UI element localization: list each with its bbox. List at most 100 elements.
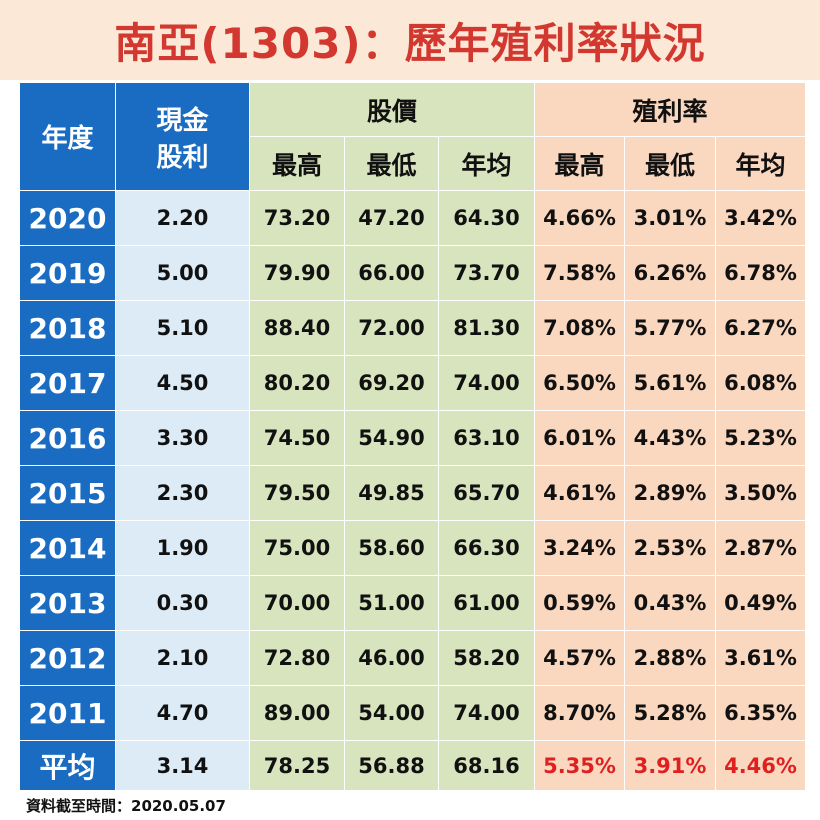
cell-yield-high: 6.50% bbox=[534, 355, 626, 411]
cell-yield-avg: 6.08% bbox=[715, 355, 807, 411]
cell-cash-dividend: 0.30 bbox=[115, 575, 250, 631]
cell-price-avg: 74.00 bbox=[437, 355, 536, 411]
header-year: 年度 bbox=[19, 82, 116, 191]
table-row: 2016 3.30 74.50 54.90 63.10 6.01% 4.43% 5.23% bbox=[19, 410, 807, 466]
cell-year: 2018 bbox=[19, 300, 116, 356]
average-cash-dividend: 3.14 bbox=[115, 740, 250, 791]
cell-cash-dividend: 1.90 bbox=[115, 520, 250, 576]
cell-yield-avg: 3.61% bbox=[715, 630, 807, 686]
cell-price-high: 74.50 bbox=[249, 410, 345, 466]
cell-year: 2019 bbox=[19, 245, 116, 301]
cell-price-low: 51.00 bbox=[344, 575, 439, 631]
cell-yield-low: 4.43% bbox=[624, 410, 717, 466]
cell-yield-low: 2.88% bbox=[624, 630, 717, 686]
cell-year: 2016 bbox=[19, 410, 116, 466]
header-row-1: 年度 現金 股利 股價 殖利率 bbox=[19, 82, 807, 191]
header-price-high: 最高 bbox=[249, 136, 345, 191]
cell-year: 2011 bbox=[19, 685, 116, 741]
cell-price-high: 75.00 bbox=[249, 520, 345, 576]
header-yield-group: 殖利率 bbox=[534, 82, 807, 137]
cell-cash-dividend: 5.10 bbox=[115, 300, 250, 356]
table-row: 2014 1.90 75.00 58.60 66.30 3.24% 2.53% 2.87% bbox=[19, 520, 807, 576]
cell-yield-high: 7.58% bbox=[534, 245, 626, 301]
cell-price-high: 88.40 bbox=[249, 300, 345, 356]
cell-year: 2017 bbox=[19, 355, 116, 411]
average-price-high: 78.25 bbox=[249, 740, 345, 791]
cell-yield-avg: 6.35% bbox=[715, 685, 807, 741]
cell-yield-high: 4.66% bbox=[534, 190, 626, 246]
cell-cash-dividend: 3.30 bbox=[115, 410, 250, 466]
table-row: 2011 4.70 89.00 54.00 74.00 8.70% 5.28% 6.35% bbox=[19, 685, 807, 741]
header-cash-dividend: 現金 股利 bbox=[115, 82, 250, 191]
cell-yield-low: 5.28% bbox=[624, 685, 717, 741]
cell-price-avg: 58.20 bbox=[437, 630, 536, 686]
table-row: 2020 2.20 73.20 47.20 64.30 4.66% 3.01% 3.42% bbox=[19, 190, 807, 246]
dividend-yield-table: 年度 現金 股利 股價 殖利率 最高 最低 年均 最高 最低 年均 2020 2.… bbox=[19, 82, 807, 791]
cell-price-low: 54.90 bbox=[344, 410, 439, 466]
cell-year: 2015 bbox=[19, 465, 116, 521]
cell-price-low: 69.20 bbox=[344, 355, 439, 411]
cell-price-avg: 74.00 bbox=[437, 685, 536, 741]
cell-price-high: 80.20 bbox=[249, 355, 345, 411]
cell-yield-low: 2.89% bbox=[624, 465, 717, 521]
cell-year: 2013 bbox=[19, 575, 116, 631]
cell-yield-avg: 3.42% bbox=[715, 190, 807, 246]
cell-price-low: 49.85 bbox=[344, 465, 439, 521]
data-date-note: 資料截至時間：2020.05.07 bbox=[26, 797, 226, 815]
header-yield-low: 最低 bbox=[624, 136, 717, 191]
cell-price-low: 54.00 bbox=[344, 685, 439, 741]
cell-yield-low: 3.01% bbox=[624, 190, 717, 246]
cell-price-high: 79.50 bbox=[249, 465, 345, 521]
cell-year: 2020 bbox=[19, 190, 116, 246]
cell-price-avg: 65.70 bbox=[437, 465, 536, 521]
cell-year: 2012 bbox=[19, 630, 116, 686]
cell-price-low: 46.00 bbox=[344, 630, 439, 686]
header-row-2: 最高 最低 年均 最高 最低 年均 bbox=[20, 136, 807, 191]
cell-cash-dividend: 4.70 bbox=[115, 685, 250, 741]
cell-yield-low: 5.61% bbox=[624, 355, 717, 411]
cell-price-avg: 64.30 bbox=[437, 190, 536, 246]
title-banner: 南亞(1303)：歷年殖利率狀況 bbox=[0, 0, 820, 80]
cell-yield-avg: 2.87% bbox=[715, 520, 807, 576]
cell-price-low: 58.60 bbox=[344, 520, 439, 576]
average-label: 平均 bbox=[19, 740, 116, 791]
header-yield-high: 最高 bbox=[534, 136, 626, 191]
cell-yield-low: 0.43% bbox=[624, 575, 717, 631]
table-row: 2015 2.30 79.50 49.85 65.70 4.61% 2.89% 3.50% bbox=[19, 465, 807, 521]
average-yield-avg: 4.46% bbox=[715, 740, 807, 791]
cell-yield-high: 0.59% bbox=[534, 575, 626, 631]
cell-yield-avg: 3.50% bbox=[715, 465, 807, 521]
average-price-low: 56.88 bbox=[344, 740, 439, 791]
table-row: 2019 5.00 79.90 66.00 73.70 7.58% 6.26% 6.78% bbox=[19, 245, 807, 301]
cell-yield-high: 6.01% bbox=[534, 410, 626, 466]
cell-yield-high: 8.70% bbox=[534, 685, 626, 741]
cell-yield-low: 5.77% bbox=[624, 300, 717, 356]
cell-yield-low: 2.53% bbox=[624, 520, 717, 576]
cell-cash-dividend: 2.30 bbox=[115, 465, 250, 521]
average-yield-low: 3.91% bbox=[624, 740, 717, 791]
cell-cash-dividend: 5.00 bbox=[115, 245, 250, 301]
header-yield-avg: 年均 bbox=[715, 136, 807, 191]
table-row: 2012 2.10 72.80 46.00 58.20 4.57% 2.88% 3.61% bbox=[19, 630, 807, 686]
header-price-group: 股價 bbox=[248, 82, 536, 137]
cell-yield-avg: 6.78% bbox=[715, 245, 807, 301]
header-cash-dividend-line2: 股利 bbox=[156, 142, 209, 173]
cell-price-low: 72.00 bbox=[344, 300, 439, 356]
cell-yield-high: 4.57% bbox=[534, 630, 626, 686]
cell-year: 2014 bbox=[19, 520, 116, 576]
table-row: 2018 5.10 88.40 72.00 81.30 7.08% 5.77% 6.27% bbox=[19, 300, 807, 356]
cell-yield-low: 6.26% bbox=[624, 245, 717, 301]
cell-price-low: 66.00 bbox=[344, 245, 439, 301]
cell-price-high: 73.20 bbox=[249, 190, 345, 246]
header-price-avg: 年均 bbox=[437, 136, 536, 191]
page-title: 南亞(1303)：歷年殖利率狀況 bbox=[114, 18, 706, 68]
cell-price-high: 72.80 bbox=[249, 630, 345, 686]
table-row: 2013 0.30 70.00 51.00 61.00 0.59% 0.43% 0.49% bbox=[19, 575, 807, 631]
cell-yield-avg: 6.27% bbox=[715, 300, 807, 356]
cell-price-avg: 73.70 bbox=[437, 245, 536, 301]
cell-yield-avg: 5.23% bbox=[715, 410, 807, 466]
cell-yield-high: 4.61% bbox=[534, 465, 626, 521]
header-cash-dividend-line1: 現金 bbox=[156, 105, 209, 136]
average-row: 平均 3.14 78.25 56.88 68.16 5.35% 3.91% 4.46% bbox=[19, 740, 807, 791]
cell-price-high: 79.90 bbox=[249, 245, 345, 301]
